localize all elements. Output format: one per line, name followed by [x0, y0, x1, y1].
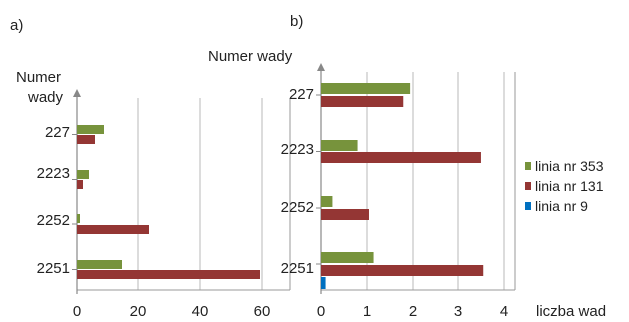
bar-a-linia131-227 — [77, 135, 95, 144]
category-label-a-0: 227 — [45, 124, 70, 141]
bar-a-linia131-2252 — [77, 225, 149, 234]
category-label-b-1: 2223 — [281, 141, 314, 158]
category-label-b-0: 227 — [289, 86, 314, 103]
bar-b-linia131-2223 — [321, 152, 481, 163]
x-tick-label-b-3: 3 — [454, 303, 462, 320]
bar-b-linia131-2252 — [321, 209, 369, 220]
bar-a-linia353-227 — [77, 125, 104, 134]
bar-b-linia131-2251 — [321, 265, 484, 276]
bar-b-linia353-2251 — [321, 252, 374, 263]
legend-label-1: linia nr 131 — [535, 178, 604, 194]
bar-b-linia353-227 — [321, 83, 411, 94]
category-label-b-2: 2252 — [281, 199, 314, 216]
x-tick-label-b-0: 0 — [317, 303, 325, 320]
x-tick-label-a-0: 0 — [73, 303, 81, 320]
category-label-a-1: 2223 — [37, 165, 70, 182]
chart-panel-a: a) Numer wady 227 2223 2252 2251 0 20 40 60 — [10, 17, 291, 320]
y-axis-label-a-line1: Numer — [16, 69, 61, 86]
x-axis-label-b: liczba wad — [536, 303, 606, 320]
bar-b-linia353-2252 — [321, 196, 333, 207]
bar-b-linia9-2251 — [321, 277, 326, 289]
x-tick-label-a-3: 60 — [254, 303, 271, 320]
category-label-a-2: 2252 — [37, 212, 70, 229]
x-tick-label-b-2: 2 — [409, 303, 417, 320]
chart-panel-b: b) Numer wady 227 2223 2252 2251 0 1 2 3 4 liczba w… — [208, 13, 606, 320]
bar-a-linia353-2252 — [77, 214, 80, 223]
bar-b-linia131-227 — [321, 96, 404, 107]
legend-swatch-2 — [525, 202, 531, 210]
legend-swatch-1 — [525, 182, 531, 190]
y-axis-arrow-b — [317, 63, 325, 71]
bar-a-linia353-2251 — [77, 260, 122, 269]
panel-label-a: a) — [10, 17, 23, 34]
x-tick-label-b-1: 1 — [363, 303, 371, 320]
x-tick-label-a-2: 40 — [192, 303, 209, 320]
legend-swatch-0 — [525, 162, 531, 170]
y-axis-arrow-a — [73, 89, 81, 97]
chart-legend: linia nr 353 linia nr 131 linia nr 9 — [525, 158, 604, 214]
x-tick-label-b-4: 4 — [500, 303, 508, 320]
bar-a-linia131-2223 — [77, 180, 83, 189]
y-axis-label-b: Numer wady — [208, 48, 293, 65]
bar-a-linia353-2223 — [77, 170, 89, 179]
bar-a-linia131-2251 — [77, 270, 260, 279]
legend-label-0: linia nr 353 — [535, 158, 604, 174]
legend-label-2: linia nr 9 — [535, 198, 588, 214]
x-tick-label-a-1: 20 — [130, 303, 147, 320]
category-label-b-3: 2251 — [281, 260, 314, 277]
category-label-a-3: 2251 — [37, 260, 70, 277]
y-axis-label-a-line2: wady — [27, 89, 64, 106]
bar-b-linia353-2223 — [321, 140, 358, 151]
panel-label-b: b) — [290, 13, 303, 30]
